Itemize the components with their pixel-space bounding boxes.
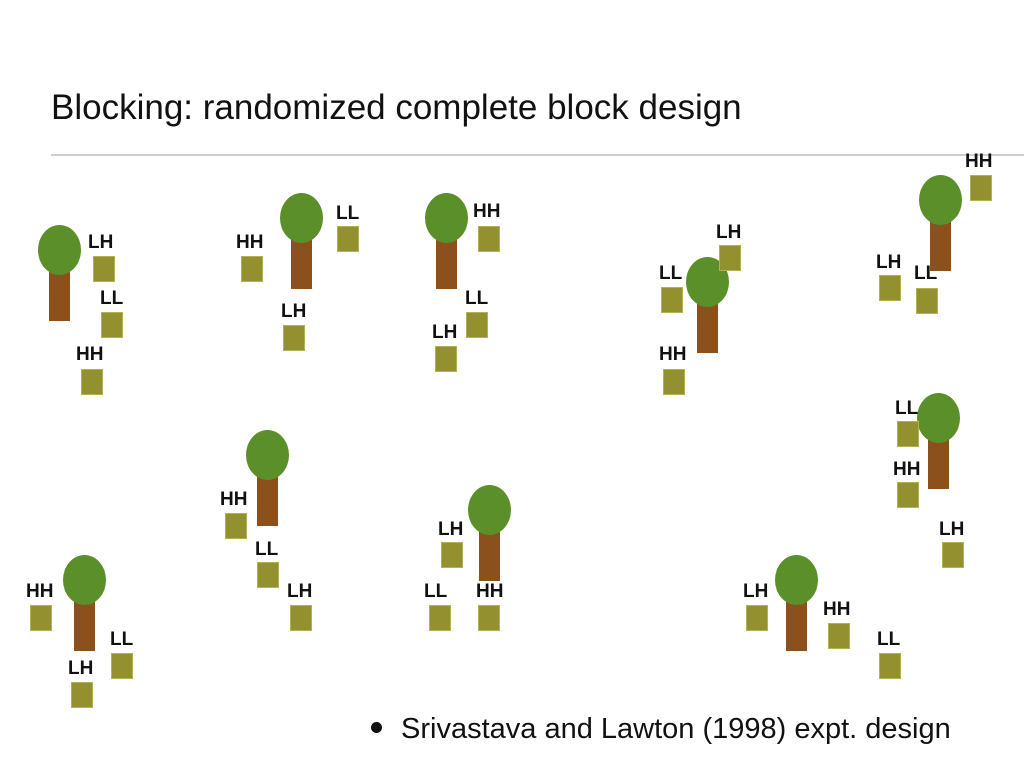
plot-square bbox=[828, 623, 850, 649]
tree-crown-icon bbox=[917, 393, 960, 443]
treatment-label: LH bbox=[287, 581, 313, 602]
plot-square bbox=[663, 369, 685, 395]
tree-crown-icon bbox=[280, 193, 323, 243]
treatment-label: HH bbox=[476, 581, 504, 602]
treatment-label: LH bbox=[68, 658, 94, 679]
citation-bullet: Srivastava and Lawton (1998) expt. desig… bbox=[371, 713, 951, 746]
plot-square bbox=[101, 312, 123, 338]
plot-square bbox=[746, 605, 768, 631]
title-divider bbox=[51, 154, 1024, 156]
treatment-label: LH bbox=[939, 519, 965, 540]
treatment-label: LH bbox=[432, 322, 458, 343]
treatment-label: LH bbox=[716, 222, 742, 243]
treatment-label: LL bbox=[255, 539, 279, 560]
treatment-label: LL bbox=[100, 288, 124, 309]
tree-crown-icon bbox=[468, 485, 511, 535]
plot-square bbox=[257, 562, 279, 588]
plot-square bbox=[478, 605, 500, 631]
plot-square bbox=[225, 513, 247, 539]
plot-square bbox=[241, 256, 263, 282]
plot-square bbox=[337, 226, 359, 252]
treatment-label: HH bbox=[823, 599, 851, 620]
plot-square bbox=[81, 369, 103, 395]
treatment-label: LL bbox=[877, 629, 901, 650]
citation-text: Srivastava and Lawton (1998) expt. desig… bbox=[401, 713, 951, 745]
tree-crown-icon bbox=[63, 555, 106, 605]
treatment-label: LL bbox=[659, 263, 683, 284]
plot-square bbox=[478, 226, 500, 252]
treatment-label: LL bbox=[110, 629, 134, 650]
tree-crown-icon bbox=[775, 555, 818, 605]
plot-square bbox=[283, 325, 305, 351]
treatment-label: HH bbox=[659, 344, 687, 365]
treatment-label: HH bbox=[220, 489, 248, 510]
plot-square bbox=[111, 653, 133, 679]
bullet-dot bbox=[371, 721, 382, 733]
treatment-label: LH bbox=[743, 581, 769, 602]
plot-square bbox=[719, 245, 741, 271]
plot-square bbox=[466, 312, 488, 338]
treatment-label: LH bbox=[876, 252, 902, 273]
treatment-label: HH bbox=[236, 232, 264, 253]
plot-square bbox=[93, 256, 115, 282]
plot-square bbox=[441, 542, 463, 568]
tree-crown-icon bbox=[246, 430, 289, 480]
treatment-label: HH bbox=[965, 151, 993, 172]
plot-square bbox=[916, 288, 938, 314]
treatment-label: LL bbox=[465, 288, 489, 309]
plot-square bbox=[290, 605, 312, 631]
plot-square bbox=[661, 287, 683, 313]
treatment-label: LL bbox=[895, 398, 919, 419]
plot-square bbox=[879, 653, 901, 679]
slide-title: Blocking: randomized complete block desi… bbox=[51, 88, 742, 127]
plot-square bbox=[429, 605, 451, 631]
tree-crown-icon bbox=[919, 175, 962, 225]
treatment-label: LL bbox=[914, 263, 938, 284]
plot-square bbox=[879, 275, 901, 301]
treatment-label: LL bbox=[336, 203, 360, 224]
plot-square bbox=[970, 175, 992, 201]
treatment-label: HH bbox=[26, 581, 54, 602]
treatment-label: LL bbox=[424, 581, 448, 602]
plot-square bbox=[897, 421, 919, 447]
tree-crown-icon bbox=[425, 193, 468, 243]
plot-square bbox=[942, 542, 964, 568]
treatment-label: LH bbox=[88, 232, 114, 253]
treatment-label: LH bbox=[281, 301, 307, 322]
treatment-label: HH bbox=[893, 459, 921, 480]
plot-square bbox=[71, 682, 93, 708]
plot-square bbox=[30, 605, 52, 631]
treatment-label: HH bbox=[473, 201, 501, 222]
tree-crown-icon bbox=[38, 225, 81, 275]
plot-square bbox=[435, 346, 457, 372]
treatment-label: HH bbox=[76, 344, 104, 365]
plot-square bbox=[897, 482, 919, 508]
treatment-label: LH bbox=[438, 519, 464, 540]
